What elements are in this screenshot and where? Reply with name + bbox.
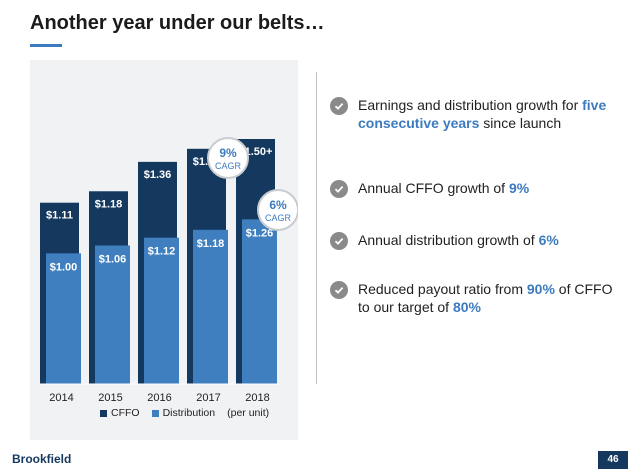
check-icon: [330, 180, 348, 198]
bar-distribution-2016: [144, 237, 179, 384]
legend-swatch-cffo: [100, 409, 107, 417]
legend-note: (per unit): [227, 407, 270, 419]
highlight-text: 9%: [508, 180, 530, 196]
title-underline: [30, 44, 62, 47]
bullet-text-part: since launch: [479, 115, 562, 131]
vertical-divider: [316, 72, 317, 384]
cagr-value-2: 6%: [269, 198, 287, 212]
bullet-item-3: Annual distribution growth of 6%: [330, 231, 618, 250]
legend-label-distribution: Distribution: [162, 407, 216, 419]
bullet-text-part: Reduced payout ratio from: [358, 281, 527, 297]
tick-label-2018: 2018: [245, 392, 269, 404]
data-label-cffo-2016: $1.36: [144, 169, 172, 181]
bullet-text-part: Earnings and distribution growth for: [358, 97, 583, 113]
cagr-value-1: 9%: [219, 146, 237, 160]
bar-distribution-2015: [95, 245, 130, 384]
tick-label-2016: 2016: [147, 392, 171, 404]
data-label-cffo-2015: $1.18: [95, 198, 123, 210]
bullet-text-part: Annual CFFO growth of: [358, 180, 509, 196]
legend-swatch-distribution: [151, 409, 159, 417]
highlight-text: 90%: [526, 281, 555, 297]
data-label-distribution-2015: $1.06: [99, 253, 127, 265]
data-label-distribution-2018: $1.26: [246, 227, 274, 239]
legend-item-distribution: Distribution: [151, 407, 216, 419]
legend-label-cffo: CFFO: [111, 407, 140, 419]
highlight-text: 80%: [452, 299, 481, 315]
bar-distribution-2018: [242, 219, 277, 384]
brookfield-logo: Brookfield: [12, 452, 72, 466]
legend-item-cffo: CFFO: [100, 407, 140, 419]
bullet-item-2: Annual CFFO growth of 9%: [330, 179, 618, 198]
data-label-cffo-2014: $1.11: [46, 210, 73, 222]
bullet-text-part: Annual distribution growth of: [358, 232, 539, 248]
tick-label-2015: 2015: [98, 392, 122, 404]
bullet-text-part: of CFFO to our target of: [358, 281, 613, 315]
data-label-distribution-2014: $1.00: [50, 261, 78, 273]
cagr-label-1: CAGR: [215, 161, 242, 171]
cagr-label-2: CAGR: [265, 213, 292, 223]
bullet-text-4: Reduced payout ratio from 90% of CFFO to…: [358, 280, 618, 316]
data-label-distribution-2017: $1.18: [197, 238, 225, 250]
check-icon: [330, 97, 348, 115]
highlight-text: five consecutive years: [358, 97, 607, 131]
bullet-text-2: Annual CFFO growth of 9%: [358, 179, 618, 197]
cagr-badge-2: [257, 189, 298, 231]
page-title: Another year under our belts…: [30, 12, 325, 34]
bullet-item-4: Reduced payout ratio from 90% of CFFO to…: [330, 280, 618, 316]
highlight-text: 6%: [538, 232, 559, 248]
bar-chart: $1.11 $1.00 2014 $1.18 $1.06 2015 $1.36 $1.12 20…: [38, 137, 298, 404]
check-icon: [330, 281, 348, 299]
tick-label-2014: 2014: [49, 392, 73, 404]
bar-distribution-2017: [193, 229, 228, 384]
bullet-text-1: Earnings and distribution growth for fiv…: [358, 96, 618, 132]
data-label-distribution-2016: $1.12: [148, 246, 176, 258]
bar-distribution-2014: [46, 253, 81, 384]
bullet-text-3: Annual distribution growth of 6%: [358, 231, 618, 249]
chart-legend: CFFO Distribution (per unit): [100, 407, 269, 419]
check-icon: [330, 232, 348, 250]
cagr-badge-1: [207, 137, 249, 179]
tick-label-2017: 2017: [196, 392, 220, 404]
page-number: 46: [598, 451, 628, 469]
bullet-item-1: Earnings and distribution growth for fiv…: [330, 96, 618, 132]
